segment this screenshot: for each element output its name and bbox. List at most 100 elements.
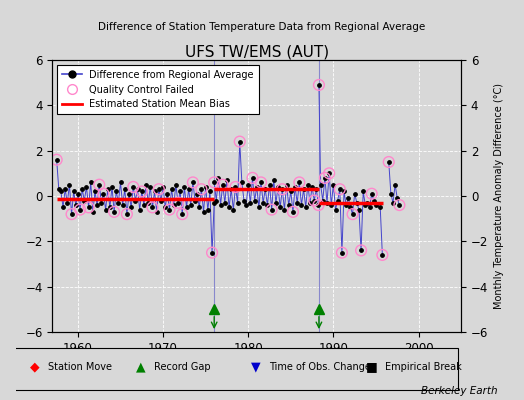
Point xyxy=(212,197,221,204)
Point xyxy=(323,200,331,206)
Point xyxy=(225,204,233,210)
Point xyxy=(178,211,187,217)
Text: ▼: ▼ xyxy=(251,360,260,374)
Point xyxy=(116,179,125,186)
Point xyxy=(238,179,246,186)
Point xyxy=(138,188,146,195)
Point xyxy=(236,138,244,145)
Point xyxy=(319,197,327,204)
Point xyxy=(357,247,365,254)
Point xyxy=(335,186,344,192)
Point xyxy=(285,202,293,208)
Point xyxy=(299,186,308,192)
Point xyxy=(172,182,180,188)
Point xyxy=(331,206,340,213)
Point xyxy=(236,138,244,145)
Point xyxy=(387,190,395,197)
Point xyxy=(261,186,269,192)
Point xyxy=(310,197,319,204)
Point xyxy=(82,184,91,190)
Point xyxy=(199,209,208,215)
Point xyxy=(93,202,101,208)
Point xyxy=(276,204,285,210)
Point xyxy=(134,186,142,192)
Text: Empirical Break: Empirical Break xyxy=(385,362,461,372)
Point xyxy=(80,197,89,204)
Point xyxy=(155,186,163,192)
Point xyxy=(148,204,157,210)
Point xyxy=(187,202,195,208)
Point xyxy=(338,250,346,256)
Point xyxy=(57,188,65,195)
Point xyxy=(369,197,378,204)
Point xyxy=(106,204,114,210)
Point xyxy=(161,204,169,210)
Point xyxy=(361,202,369,208)
Point xyxy=(159,184,167,190)
Point xyxy=(89,209,97,215)
Point xyxy=(78,186,86,192)
Point xyxy=(301,204,310,210)
Point xyxy=(84,204,93,210)
Point xyxy=(182,204,191,210)
Point xyxy=(168,186,176,192)
Point xyxy=(125,190,133,197)
Point xyxy=(265,182,274,188)
Point xyxy=(123,211,131,217)
Point xyxy=(150,188,159,195)
Point xyxy=(104,186,112,192)
Point xyxy=(335,186,344,192)
Point xyxy=(348,211,357,217)
Point xyxy=(142,182,150,188)
Point xyxy=(95,182,103,188)
Point xyxy=(91,188,99,195)
Point xyxy=(214,175,223,181)
Point xyxy=(393,195,401,202)
Point xyxy=(297,202,305,208)
Point xyxy=(308,184,316,190)
Point xyxy=(389,200,397,206)
Point xyxy=(304,182,312,188)
Point xyxy=(327,202,335,208)
Point xyxy=(255,204,263,210)
Point xyxy=(163,190,171,197)
Text: Station Move: Station Move xyxy=(48,362,112,372)
Point xyxy=(189,179,197,186)
Point xyxy=(257,179,265,186)
Point xyxy=(210,179,219,186)
Point xyxy=(263,202,271,208)
FancyBboxPatch shape xyxy=(11,348,458,390)
Point xyxy=(295,179,303,186)
Point xyxy=(270,177,278,183)
Point xyxy=(86,179,95,186)
Point xyxy=(233,200,242,206)
Point xyxy=(216,202,225,208)
Text: Difference of Station Temperature Data from Regional Average: Difference of Station Temperature Data f… xyxy=(99,22,425,32)
Point xyxy=(282,182,291,188)
Point xyxy=(112,188,121,195)
Point xyxy=(231,184,239,190)
Point xyxy=(385,159,393,165)
Point xyxy=(206,188,214,195)
Point xyxy=(114,200,123,206)
Point xyxy=(70,188,78,195)
Point xyxy=(338,250,346,256)
Point xyxy=(342,202,351,208)
Point xyxy=(129,184,137,190)
Point xyxy=(76,206,84,213)
Point xyxy=(152,209,161,215)
Point xyxy=(140,202,148,208)
Point xyxy=(74,190,82,197)
Point xyxy=(204,206,212,213)
Point xyxy=(102,206,110,213)
Point xyxy=(314,202,323,208)
Point xyxy=(68,211,76,217)
Point xyxy=(129,184,137,190)
Point xyxy=(348,211,357,217)
Point xyxy=(312,186,321,192)
Point xyxy=(100,190,108,197)
Point xyxy=(165,206,173,213)
Point xyxy=(66,182,74,188)
Point xyxy=(202,184,210,190)
Point xyxy=(108,184,116,190)
